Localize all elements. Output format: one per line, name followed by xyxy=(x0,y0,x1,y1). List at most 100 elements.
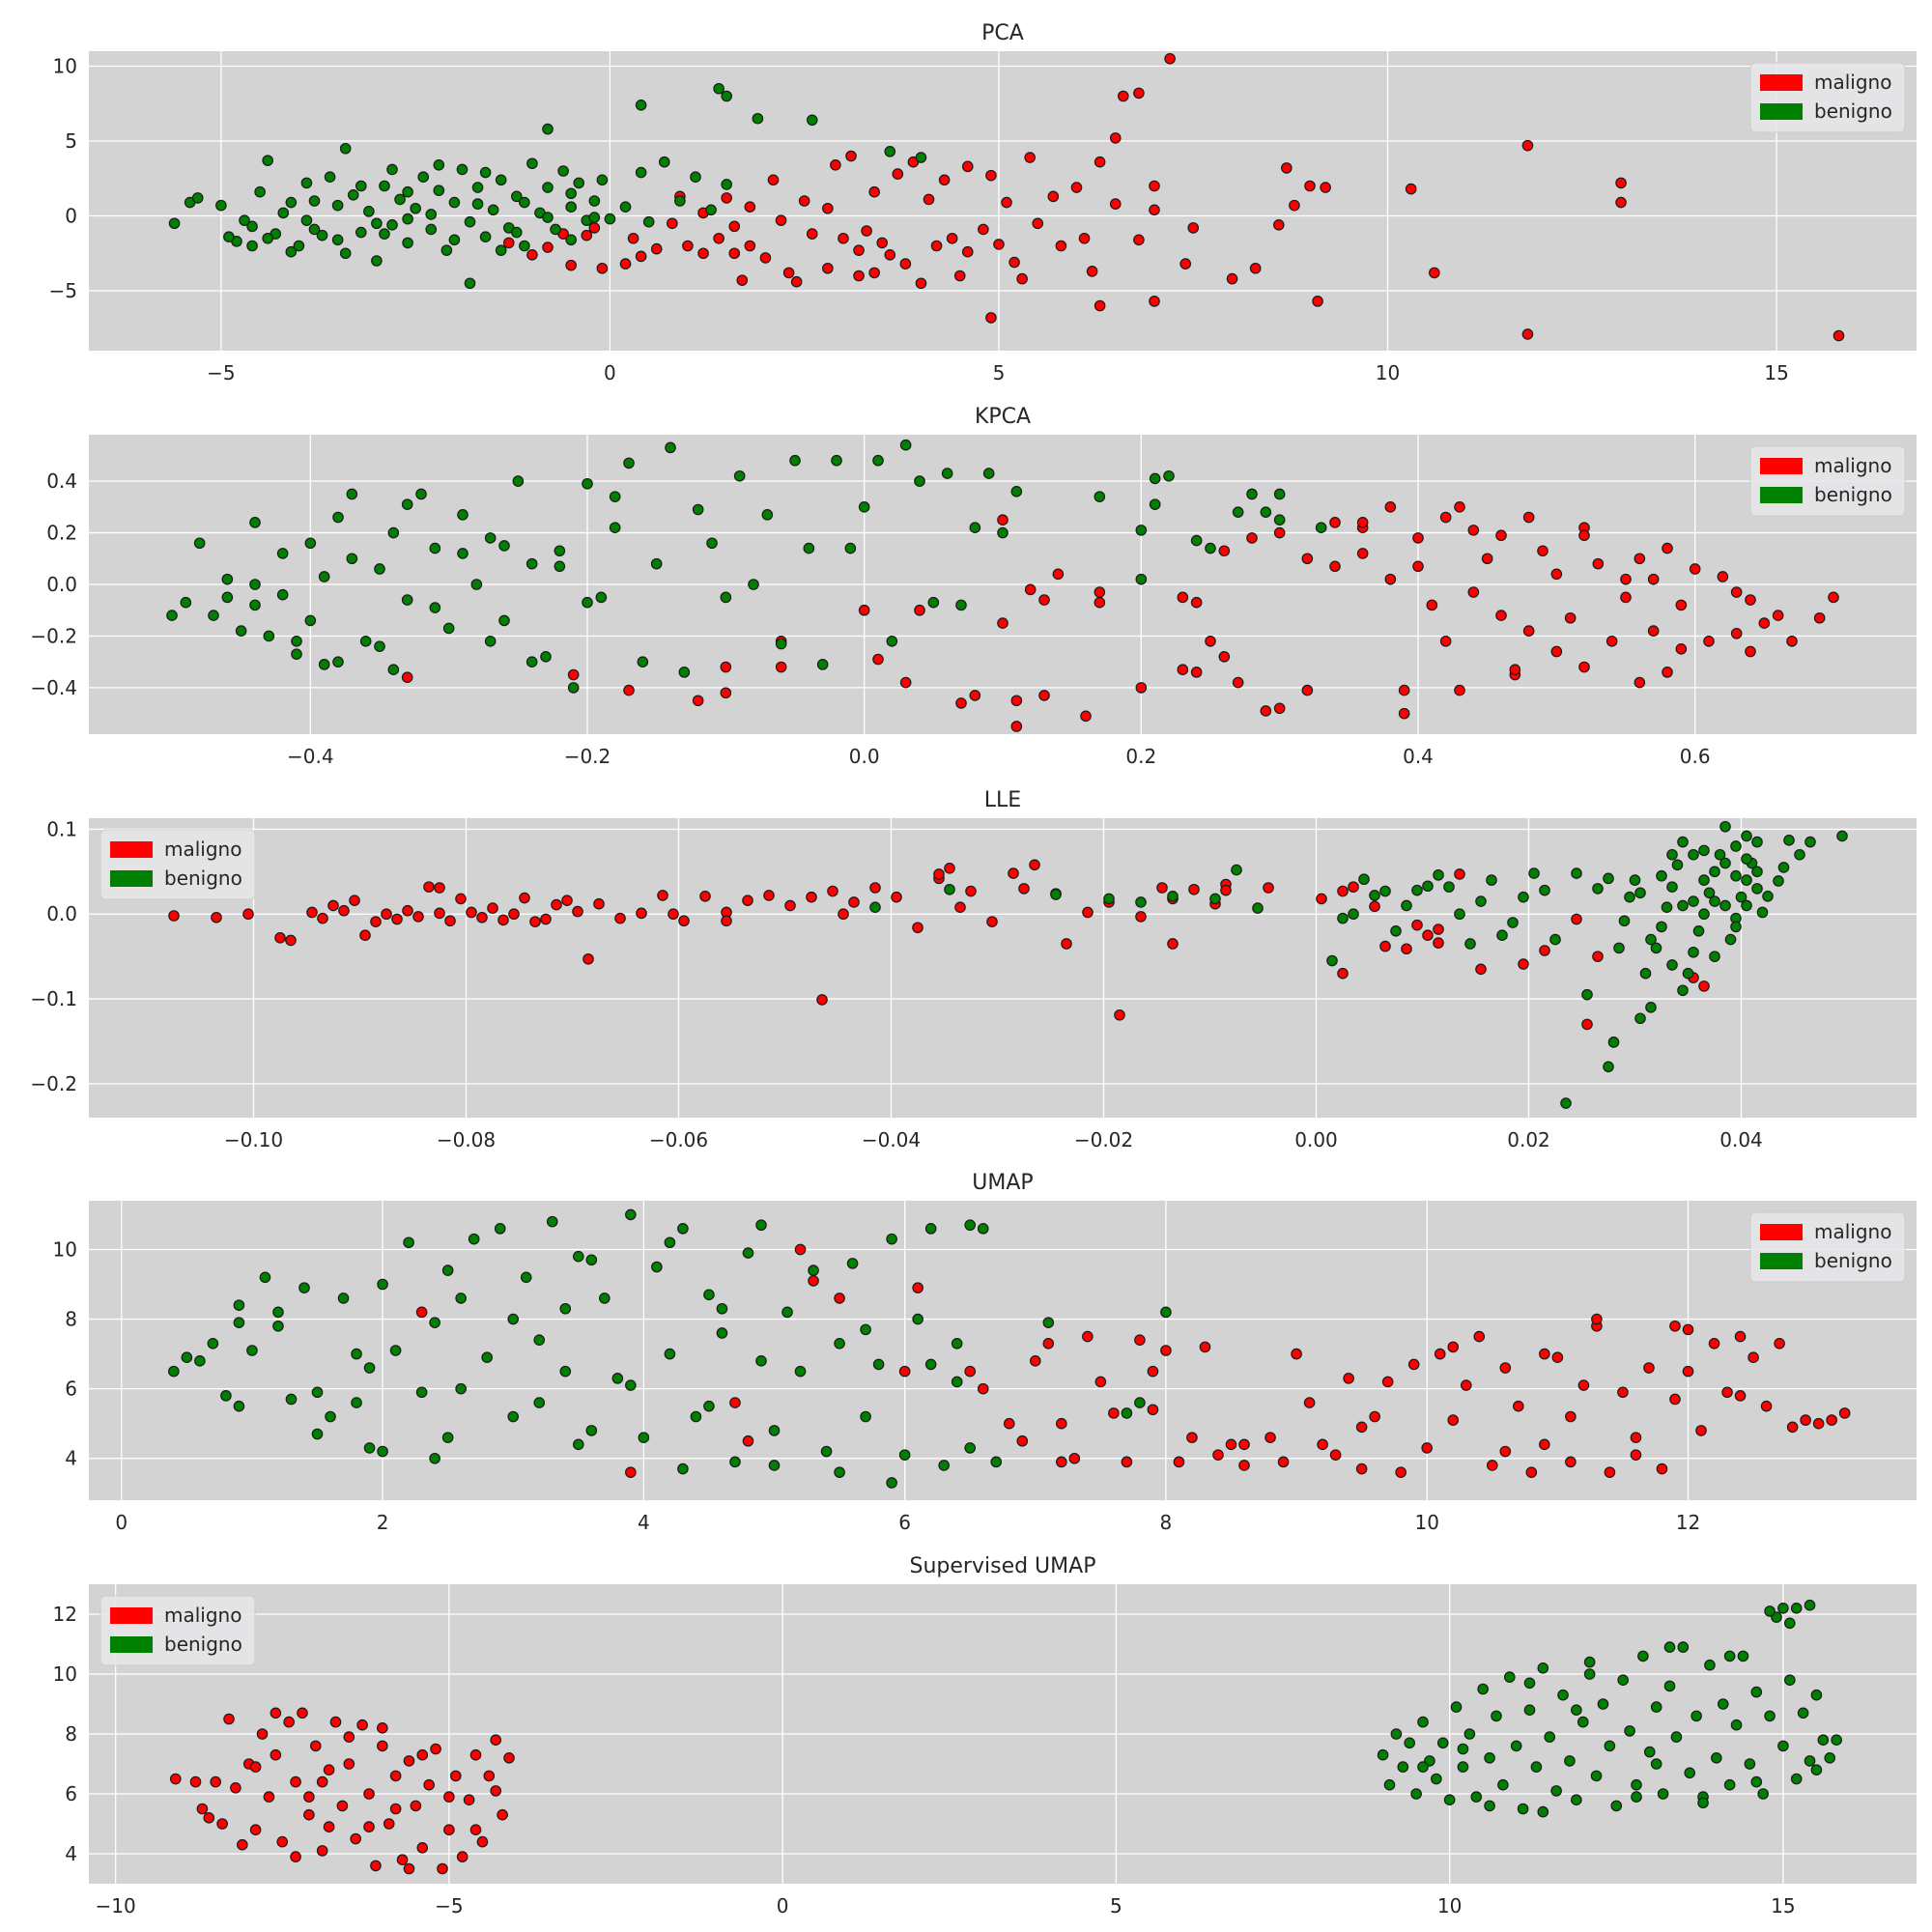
data-point-benigno xyxy=(468,1233,480,1245)
data-point-benigno xyxy=(1637,1650,1649,1662)
data-point-maligno xyxy=(1828,591,1839,604)
data-point-benigno xyxy=(429,602,441,613)
data-point-maligno xyxy=(1675,599,1688,611)
data-point-benigno xyxy=(1610,1800,1623,1812)
data-point-maligno xyxy=(1147,1365,1159,1378)
data-point-benigno xyxy=(755,1355,767,1367)
data-point-maligno xyxy=(1238,1460,1250,1471)
data-point-benigno xyxy=(1657,1788,1669,1800)
data-point-benigno xyxy=(1149,472,1161,485)
data-point-benigno xyxy=(1454,908,1465,921)
data-point-benigno xyxy=(596,174,609,186)
data-point-maligno xyxy=(1800,1414,1811,1426)
data-point-maligno xyxy=(1439,635,1452,647)
data-point-benigno xyxy=(623,457,635,469)
data-point-maligno xyxy=(964,1365,977,1378)
data-point-benigno xyxy=(1643,1746,1656,1758)
data-point-maligno xyxy=(1082,906,1094,919)
data-point-benigno xyxy=(1650,1701,1662,1713)
data-point-benigno xyxy=(1682,967,1694,980)
data-point-benigno xyxy=(542,123,554,135)
data-point-benigno xyxy=(635,166,647,179)
data-point-benigno xyxy=(846,1258,859,1269)
x-tick-label: 0.4 xyxy=(1403,745,1434,768)
data-point-benigno xyxy=(1475,895,1487,907)
data-point-benigno xyxy=(703,1289,715,1301)
data-point-maligno xyxy=(1405,183,1417,195)
data-point-benigno xyxy=(658,156,670,168)
data-point-benigno xyxy=(331,234,344,246)
data-point-benigno xyxy=(429,1317,440,1328)
data-point-maligno xyxy=(794,1243,807,1256)
data-point-maligno xyxy=(168,910,180,922)
data-point-benigno xyxy=(425,209,438,220)
data-point-benigno xyxy=(1666,848,1678,861)
data-point-benigno xyxy=(166,610,178,621)
x-tick-label: 5 xyxy=(1110,1894,1122,1918)
data-point-maligno xyxy=(1481,553,1493,565)
data-point-maligno xyxy=(1550,568,1563,581)
data-point-maligno xyxy=(1384,573,1397,585)
data-point-maligno xyxy=(1499,1362,1512,1374)
data-point-maligno xyxy=(997,514,1009,526)
data-point-maligno xyxy=(1001,196,1012,209)
data-point-maligno xyxy=(986,916,998,927)
data-point-maligno xyxy=(1565,1410,1577,1423)
data-point-benigno xyxy=(293,240,305,252)
data-point-benigno xyxy=(1431,1773,1442,1785)
data-point-benigno xyxy=(1639,967,1652,980)
data-point-maligno xyxy=(1591,1313,1603,1325)
data-point-benigno xyxy=(239,214,250,226)
data-point-benigno xyxy=(484,532,497,544)
data-point-maligno xyxy=(216,1818,228,1830)
data-point-benigno xyxy=(834,1337,845,1350)
data-point-maligno xyxy=(623,684,635,696)
data-point-benigno xyxy=(1730,840,1742,852)
data-point-benigno xyxy=(1190,534,1203,547)
data-point-maligno xyxy=(1401,943,1412,955)
data-point-maligno xyxy=(1522,511,1535,524)
data-point-maligno xyxy=(1381,1376,1394,1388)
data-point-maligno xyxy=(1356,517,1369,528)
point-layer xyxy=(166,439,1839,732)
data-point-benigno xyxy=(325,1410,336,1423)
data-point-benigno xyxy=(969,522,981,534)
data-point-benigno xyxy=(664,1236,676,1249)
data-point-benigno xyxy=(1497,1778,1509,1791)
data-point-maligno xyxy=(306,906,318,919)
data-point-benigno xyxy=(915,152,927,163)
data-point-maligno xyxy=(985,169,997,182)
data-point-maligno xyxy=(469,1824,482,1835)
data-point-maligno xyxy=(1721,1386,1733,1399)
data-point-benigno xyxy=(1730,921,1742,933)
data-point-maligno xyxy=(1273,219,1285,231)
data-point-maligno xyxy=(954,901,966,914)
data-point-maligno xyxy=(636,907,647,920)
data-point-benigno xyxy=(1260,506,1272,518)
data-point-benigno xyxy=(355,226,367,239)
data-point-maligno xyxy=(303,1791,315,1803)
data-point-benigno xyxy=(844,542,857,554)
data-point-maligno xyxy=(1133,87,1145,99)
data-point-maligno xyxy=(519,892,530,904)
y-tick-label: 10 xyxy=(53,55,77,78)
data-point-maligno xyxy=(338,904,350,917)
data-point-maligno xyxy=(782,267,795,279)
data-point-maligno xyxy=(1447,1341,1460,1353)
data-point-benigno xyxy=(1417,1761,1429,1773)
data-point-benigno xyxy=(1457,1743,1469,1755)
data-point-benigno xyxy=(272,1320,284,1332)
data-point-maligno xyxy=(742,895,753,906)
data-point-maligno xyxy=(1615,177,1627,189)
legend: maligno benigno xyxy=(1749,445,1906,517)
data-point-maligno xyxy=(713,232,724,244)
data-point-benigno xyxy=(262,232,273,244)
data-point-maligno xyxy=(169,1773,182,1785)
data-point-benigno xyxy=(456,163,469,176)
data-point-benigno xyxy=(1443,881,1455,893)
data-point-maligno xyxy=(497,914,509,926)
data-point-benigno xyxy=(1560,1097,1572,1109)
data-point-benigno xyxy=(1377,1748,1389,1761)
data-point-maligno xyxy=(1281,162,1293,174)
data-point-maligno xyxy=(256,1728,269,1740)
